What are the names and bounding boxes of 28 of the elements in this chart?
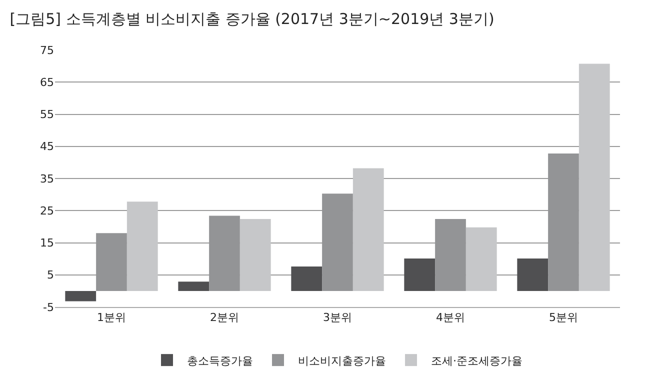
legend-label: 조세·준조세증가율 [431,354,522,368]
legend-label: 총소득증가율 [187,354,253,368]
bar [404,258,436,291]
x-tick-label: 4분위 [436,311,465,324]
x-tick-label: 1분위 [97,311,126,324]
bar [291,266,322,291]
x-tick-label: 5분위 [549,311,578,324]
bar [178,282,210,291]
y-tick-label: -5 [43,300,54,314]
bar [65,290,96,302]
y-tick-label: 65 [40,76,54,89]
y-tick-label: 35 [40,172,54,186]
bar [240,218,271,291]
x-tick-label: 3분위 [323,311,352,324]
legend-label: 비소비지출증가율 [298,354,386,368]
y-tick-label: 25 [40,204,54,218]
bar [126,202,158,291]
bar [578,64,610,291]
chart-title: [그림5] 소득계층별 비소비지출 증가율 (2017년 3분기~2019년 3분기) [10,10,494,28]
y-tick-label: 75 [40,44,54,57]
x-tick-label: 2분위 [210,311,239,324]
bar [352,168,384,291]
y-tick-label: 45 [40,140,54,154]
bar [466,227,497,291]
y-tick-label: 15 [40,236,54,250]
y-tick-label: 55 [40,108,54,122]
y-tick-label: 5 [47,268,54,282]
bar [517,258,548,291]
